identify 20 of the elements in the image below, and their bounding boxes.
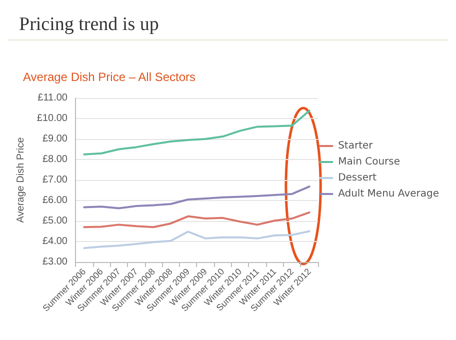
- line-series: [83, 211, 310, 228]
- line-series: [83, 110, 310, 156]
- chart-subtitle: Average Dish Price – All Sectors: [23, 70, 196, 84]
- y-tick-label: £9.00: [42, 134, 68, 144]
- legend-label: Starter: [338, 140, 374, 152]
- chart-title: Pricing trend is up: [19, 14, 159, 35]
- legend-label: Main Course: [338, 156, 400, 168]
- y-tick-label: £6.00: [42, 195, 68, 206]
- y-tick-label: £3.00: [42, 256, 68, 268]
- line-series: [83, 230, 310, 250]
- y-tick-label: £8.00: [42, 154, 68, 165]
- y-axis-title: Average Dish Price: [16, 136, 26, 223]
- y-tick-label: £5.00: [42, 216, 68, 226]
- y-tick-label: £7.00: [42, 174, 68, 186]
- y-tick-label: £4.00: [42, 236, 68, 247]
- y-tick-label: £11.00: [38, 92, 68, 104]
- y-tick-label: £10.00: [36, 113, 68, 124]
- line-series: [83, 186, 310, 210]
- legend-label: Adult Menu Average: [338, 188, 440, 200]
- legend-label: Dessert: [338, 172, 377, 184]
